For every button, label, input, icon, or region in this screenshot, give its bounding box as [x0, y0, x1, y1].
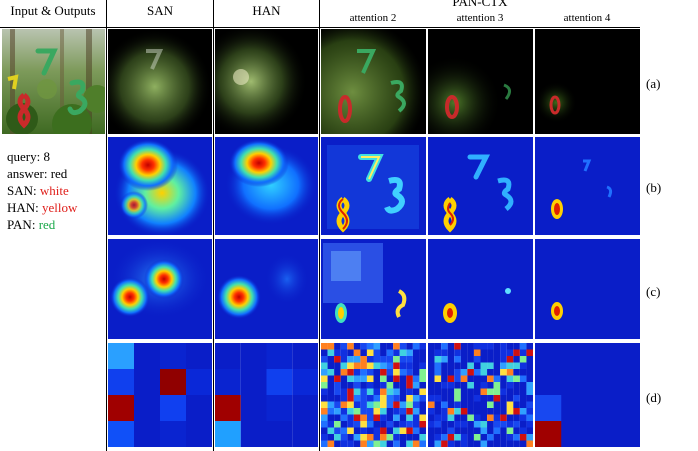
row-b-han — [215, 137, 318, 235]
legend-san: SAN: white — [7, 183, 69, 198]
column-divider — [106, 0, 107, 451]
legend-han: HAN: yellow — [7, 200, 78, 215]
row-c-han — [215, 239, 318, 339]
legend-answer: answer: red — [7, 166, 68, 181]
row-c-attention-4 — [535, 239, 640, 339]
row-a-han — [215, 29, 318, 134]
legend-pan: PAN: red — [7, 217, 56, 232]
row-label-d: (d) — [646, 390, 662, 405]
row-label-a: (a) — [646, 76, 661, 91]
column-divider — [319, 0, 320, 451]
header-pan-ctx: PAN-CTX — [452, 0, 508, 9]
header-han: HAN — [252, 3, 281, 18]
row-c-attention-2 — [321, 239, 426, 339]
row-a-attention-4 — [535, 29, 640, 134]
row-d-attention-2 — [321, 343, 426, 447]
row-c-attention-3 — [428, 239, 533, 339]
header-attention-2: attention 2 — [349, 12, 397, 24]
row-d-attention-4 — [535, 343, 640, 447]
legend-query: query: 8 — [7, 149, 50, 164]
row-d-san — [108, 343, 212, 447]
row-b-attention-3 — [428, 137, 533, 235]
header-divider — [0, 27, 640, 28]
header-attention-3: attention 3 — [456, 12, 504, 24]
legend: query: 8 answer: red SAN: white HAN: yel… — [7, 148, 77, 233]
column-divider — [213, 0, 214, 451]
row-b-san — [108, 137, 212, 235]
row-a-san — [108, 29, 212, 134]
header-attention-4: attention 4 — [563, 12, 611, 24]
row-b-attention-2 — [321, 137, 426, 235]
row-a-attention-2 — [321, 29, 426, 134]
row-a-attention-3 — [428, 29, 533, 134]
row-c-san — [108, 239, 212, 339]
header-san: SAN — [146, 3, 173, 18]
header-input-outputs: Input & Outputs — [10, 3, 96, 18]
row-label-b: (b) — [646, 180, 662, 195]
row-label-c: (c) — [646, 284, 661, 299]
row-d-han — [215, 343, 318, 447]
row-b-attention-4 — [535, 137, 640, 235]
row-d-attention-3 — [428, 343, 533, 447]
input-image — [2, 29, 105, 134]
